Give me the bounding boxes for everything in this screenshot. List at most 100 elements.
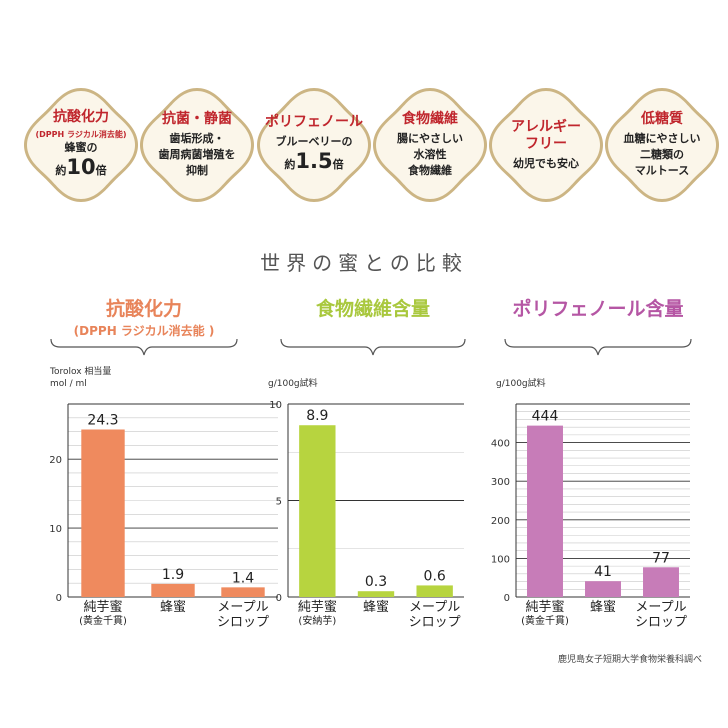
feature-badge: 抗酸化力 (DPPH ラジカル消去能) 蜂蜜の約10倍	[22, 86, 140, 204]
bar-value-label: 41	[594, 564, 612, 580]
badge-title: 抗菌・静菌	[162, 111, 232, 127]
category-label: メープル シロップ	[408, 600, 461, 630]
badge-text: 抗酸化力 (DPPH ラジカル消去能) 蜂蜜の約10倍	[22, 86, 140, 204]
badge-highlight-prefix: 約	[284, 158, 296, 171]
category-note: (安納芋)	[298, 616, 337, 627]
bar	[416, 585, 453, 597]
bar-value-label: 77	[652, 550, 670, 566]
feature-badges: 抗酸化力 (DPPH ラジカル消去能) 蜂蜜の 約10倍 抗菌・静菌 歯垢形成・ 歯周病菌増…	[0, 0, 728, 230]
badge-line: 歯垢形成・	[169, 132, 225, 145]
badge-text: 抗菌・静菌歯垢形成・歯周病菌増殖を 抑制	[138, 86, 256, 204]
badge-scallop-shape	[489, 88, 603, 202]
y-tick-label: 0	[56, 593, 62, 604]
badge-text: アレルギー フリー幼児でも安心	[487, 86, 605, 204]
category-label: メープル シロップ	[216, 600, 269, 630]
badge-line: 蜂蜜の	[64, 140, 98, 154]
bar-value-label: 1.4	[232, 570, 254, 586]
feature-badge: アレルギー フリー幼児でも安心	[487, 86, 605, 204]
badge-text: 低糖質血糖にやさしい 二糖類のマルトース	[603, 86, 721, 204]
y-tick-label: 20	[49, 455, 62, 466]
badge-scallop-shape	[373, 88, 487, 202]
bar-value-label: 24.3	[87, 413, 118, 429]
unit-label: g/100g試料	[496, 379, 546, 389]
badge-line: 歯周病菌増殖を	[158, 148, 236, 161]
badge-line: ブルーベリーの	[275, 135, 353, 148]
bar	[357, 591, 395, 597]
category-label: 蜂蜜	[159, 600, 186, 615]
badge-line: 腸にやさしい	[397, 132, 463, 145]
badge-scallop-shape	[140, 88, 254, 202]
badge-scallop-shape	[605, 88, 719, 202]
chart-panel: 食物繊維含量 g/100g試料 0 5 10 8.9 0.3 0.6 純芋蜜 (安納芋) 蜂蜜 メープ…	[268, 0, 478, 728]
badge-title: 低糖質	[641, 111, 683, 127]
feature-badge: ポリフェノール ブルーベリーの約1.5倍	[255, 86, 373, 204]
bar	[221, 587, 265, 597]
badge-highlight: 約10倍	[55, 156, 106, 182]
badge-line: 幼児でも安心	[513, 156, 579, 170]
bar	[151, 583, 195, 597]
y-tick-label: 0	[276, 593, 282, 604]
y-tick-label: 0	[504, 593, 510, 604]
category-label: メープル シロップ	[634, 600, 687, 630]
bar-chart: 0 5 10 8.9 0.3 0.6	[269, 400, 464, 604]
badge-highlight-prefix: 約	[55, 163, 67, 177]
source-credit: 鹿児島女子短期大学食物栄養科調べ	[557, 655, 702, 665]
badge-line: 水溶性	[413, 148, 447, 161]
bar-value-label: 1.9	[162, 567, 184, 583]
badge-text: ポリフェノール ブルーベリーの約1.5倍	[255, 86, 373, 204]
unit-label: Torolox 相当量 mol / ml	[50, 367, 112, 389]
y-tick-label: 300	[491, 477, 510, 488]
badge-line: マルトース	[634, 164, 690, 177]
category-label: 蜂蜜	[362, 600, 389, 615]
y-tick-label: 10	[269, 400, 282, 411]
brace-decoration	[50, 338, 238, 356]
bar	[527, 425, 563, 597]
bar-value-label: 444	[532, 409, 559, 425]
badge-scallop-shape	[24, 88, 138, 202]
chart-panel: ポリフェノール含量 g/100g試料 0 100 200 300 400 444 41 77 純芋蜜…	[491, 0, 704, 728]
badge-title: 食物繊維	[402, 111, 458, 127]
bar	[299, 425, 336, 597]
y-tick-label: 5	[276, 497, 282, 508]
badge-highlight-suffix: 倍	[95, 163, 107, 177]
category-label: 純芋蜜 (安納芋)	[277, 600, 357, 628]
badge-highlight-number: 10	[66, 154, 96, 179]
bar-value-label: 0.3	[365, 574, 387, 590]
badge-line: 血糖にやさしい	[623, 132, 701, 145]
bar-chart: 0 100 200 300 400 444 41 77	[491, 403, 690, 604]
feature-badge: 低糖質血糖にやさしい 二糖類のマルトース	[603, 86, 721, 204]
badge-title: 抗酸化力	[53, 108, 109, 125]
badge-line: 食物繊維	[408, 164, 452, 177]
badge-highlight-number: 1.5	[295, 149, 333, 173]
chart-subtitle: (DPPH ラジカル消去能 )	[73, 324, 215, 338]
badge-title: ポリフェノール	[265, 114, 363, 130]
badge-line: 二糖類の	[640, 148, 684, 161]
category-note: (黄金千貫)	[79, 616, 127, 627]
brace-decoration	[280, 338, 466, 356]
y-tick-label: 200	[491, 516, 510, 527]
bar	[643, 567, 679, 597]
badge-highlight-suffix: 倍	[332, 158, 344, 171]
unit-label: g/100g試料	[268, 379, 318, 389]
bar-value-label: 8.9	[306, 408, 328, 424]
badge-scallop-shape	[257, 88, 371, 202]
badge-subtitle: (DPPH ラジカル消去能)	[35, 129, 127, 139]
main-title: 世界の蜜との比較	[260, 251, 468, 275]
bar	[585, 581, 621, 597]
feature-badge: 食物繊維 腸にやさしい 水溶性 食物繊維	[371, 86, 489, 204]
y-tick-label: 400	[491, 439, 510, 450]
category-label: 純芋蜜 (黄金千貫)	[63, 600, 143, 628]
chart-title: ポリフェノール含量	[512, 298, 684, 320]
category-label: 蜂蜜	[589, 600, 616, 615]
bar-chart: 0 10 20 24.3 1.9 1.4	[49, 403, 278, 604]
y-tick-label: 100	[491, 554, 510, 565]
feature-badge: 抗菌・静菌歯垢形成・歯周病菌増殖を 抑制	[138, 86, 256, 204]
badge-line: 抑制	[186, 164, 208, 177]
badge-title: アレルギー フリー	[511, 118, 581, 152]
bar-value-label: 0.6	[424, 568, 446, 584]
chart-title: 食物繊維含量	[315, 298, 430, 320]
y-tick-label: 10	[49, 524, 62, 535]
category-label: 純芋蜜 (黄金千貫)	[505, 600, 585, 628]
category-note: (黄金千貫)	[521, 616, 569, 627]
chart-title: 抗酸化力	[105, 298, 182, 320]
